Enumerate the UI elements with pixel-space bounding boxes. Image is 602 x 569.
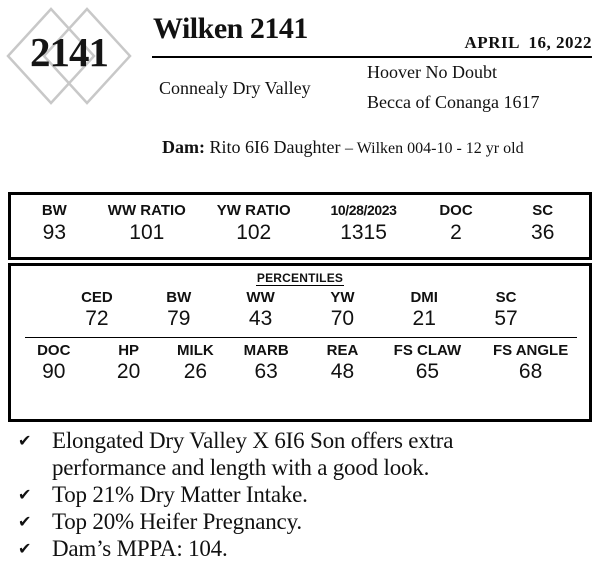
row-divider <box>25 337 577 338</box>
table-value: 1315 <box>340 221 387 244</box>
performance-header-row: BW WW RATIO YW RATIO 10/28/2023 DOC SC <box>11 195 589 219</box>
dam-line: Dam: Rito 6I6 Daughter – Wilken 004-10 -… <box>162 137 524 158</box>
column-header: MARB <box>243 342 289 359</box>
column-header: SC <box>532 202 554 219</box>
column-header: 10/28/2023 <box>330 202 397 218</box>
percentiles-title: PERCENTILES <box>11 271 589 286</box>
table-value: 26 <box>183 360 208 383</box>
column-header: BW <box>41 202 67 219</box>
column-header: DMI <box>410 289 438 306</box>
sire-name: Connealy Dry Valley <box>159 78 311 98</box>
percentiles-table: PERCENTILES CED BW WW YW DMI SC 72 79 43… <box>8 263 592 422</box>
dam-name: Rito 6I6 Daughter <box>209 137 341 157</box>
percentiles-row2-values: 90 20 26 63 48 65 68 <box>11 359 589 384</box>
table-value: 65 <box>415 360 440 383</box>
percentiles-row1-headers: CED BW WW YW DMI SC <box>11 285 589 306</box>
table-value: 79 <box>167 307 191 330</box>
sire-dam-name: Becca of Conanga 1617 <box>367 92 540 112</box>
table-value: 72 <box>85 307 109 330</box>
diamond-pattern-icon <box>6 7 132 105</box>
column-header: HP <box>118 342 140 359</box>
lot-number: 2141 <box>30 29 109 75</box>
column-header: CED <box>81 289 113 306</box>
checkmark-icon: ✔ <box>18 539 32 558</box>
table-value: 43 <box>248 307 273 330</box>
lot-diamond-logo: 2141 <box>6 4 132 112</box>
table-value: 21 <box>412 307 436 330</box>
dam-detail: – Wilken 004-10 - 12 yr old <box>344 140 524 157</box>
performance-value-row: 93 101 102 1315 2 36 <box>11 219 589 245</box>
column-header: DOC <box>439 202 473 219</box>
column-header: REA <box>326 342 359 359</box>
list-item: ✔ Top 21% Dry Matter Intake. <box>12 481 594 508</box>
note-text: Elongated Dry Valley X 6I6 Son offers ex… <box>52 428 454 480</box>
list-item: ✔ Dam’s MPPA: 104. <box>12 535 594 562</box>
list-item: ✔ Top 20% Heifer Pregnancy. <box>12 508 594 535</box>
percentiles-row1-values: 72 79 43 70 21 57 <box>11 306 589 331</box>
performance-table: BW WW RATIO YW RATIO 10/28/2023 DOC SC 9… <box>8 192 592 260</box>
table-value: 57 <box>494 307 518 330</box>
sire-sire-name: Hoover No Doubt <box>367 62 497 82</box>
note-text: Top 20% Heifer Pregnancy. <box>52 509 302 534</box>
percentiles-row2-headers: DOC HP MILK MARB REA FS CLAW FS ANGLE <box>11 338 589 359</box>
table-value: 93 <box>42 221 67 244</box>
table-value: 68 <box>518 360 543 383</box>
column-header: YW RATIO <box>216 202 291 219</box>
notes-list: ✔ Elongated Dry Valley X 6I6 Son offers … <box>12 427 594 562</box>
checkmark-icon: ✔ <box>18 485 32 504</box>
sale-date: APRIL 16, 2022 <box>464 33 592 52</box>
column-header: FS CLAW <box>393 342 462 359</box>
note-text: Top 21% Dry Matter Intake. <box>52 482 308 507</box>
table-value: 102 <box>236 221 272 244</box>
title-underline <box>152 56 592 58</box>
table-value: 2 <box>450 221 462 244</box>
table-value: 101 <box>129 221 165 244</box>
checkmark-icon: ✔ <box>18 431 32 450</box>
column-header: SC <box>495 289 517 306</box>
column-header: MILK <box>177 342 214 359</box>
page-title: Wilken 2141 <box>153 12 308 45</box>
table-value: 70 <box>330 307 355 330</box>
column-header: YW <box>330 289 355 306</box>
table-value: 90 <box>42 360 66 383</box>
note-text: Dam’s MPPA: 104. <box>52 536 228 561</box>
table-value: 36 <box>531 221 555 244</box>
column-header: WW <box>246 289 275 306</box>
table-value: 48 <box>330 360 355 383</box>
checkmark-icon: ✔ <box>18 512 32 531</box>
column-header: WW RATIO <box>107 202 186 219</box>
column-header: DOC <box>37 342 71 359</box>
percentiles-title-text: PERCENTILES <box>255 271 345 286</box>
column-header: FS ANGLE <box>492 342 569 359</box>
dam-label: Dam: <box>162 137 205 157</box>
column-header: BW <box>166 289 192 306</box>
list-item: ✔ Elongated Dry Valley X 6I6 Son offers … <box>12 427 594 481</box>
table-value: 63 <box>254 360 278 383</box>
table-value: 20 <box>116 360 141 383</box>
